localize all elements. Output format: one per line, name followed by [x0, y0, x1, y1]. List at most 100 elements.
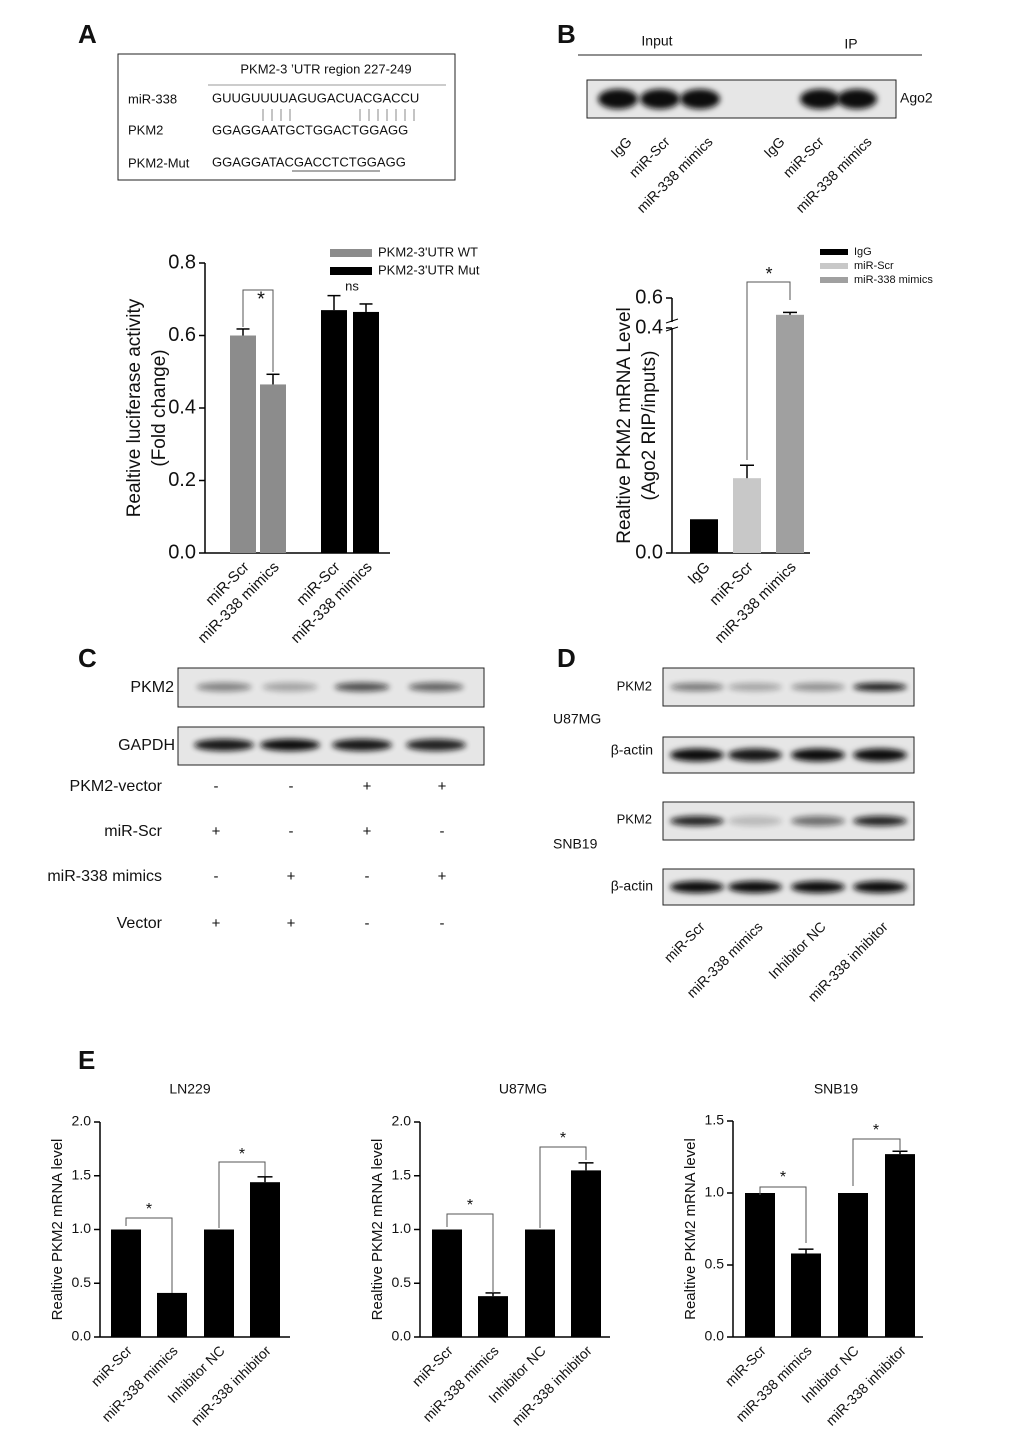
- band: [680, 89, 720, 109]
- lane-label: miR-338 mimics: [633, 133, 715, 215]
- band: [408, 682, 464, 692]
- y-tick-label: 0.6: [635, 286, 663, 308]
- significance-bracket: [218, 1161, 266, 1228]
- annotation: *: [560, 1130, 566, 1147]
- condition-sign: +: [287, 915, 296, 932]
- band: [332, 739, 392, 751]
- band: [196, 682, 252, 692]
- condition-sign: +: [363, 778, 372, 795]
- y-tick-label: 2.0: [392, 1113, 412, 1129]
- x-tick-label: miR-338 inhibitor: [509, 1342, 595, 1428]
- bar: [204, 1229, 234, 1337]
- legend-swatch: [820, 277, 848, 283]
- legend-label: PKM2-3'UTR Mut: [378, 262, 480, 277]
- condition-sign: -: [214, 868, 219, 885]
- annotation: ns: [345, 278, 359, 293]
- condition-sign: +: [212, 823, 221, 840]
- significance-bracket: [852, 1138, 901, 1186]
- condition-sign: -: [289, 778, 294, 795]
- lane-label: IgG: [607, 133, 634, 160]
- error-bar: [578, 1162, 594, 1171]
- band-label: PKM2: [617, 678, 652, 693]
- significance-bracket: [446, 1213, 494, 1293]
- seq-label: PKM2-Mut: [128, 155, 190, 170]
- x-tick-label: miR-Scr: [409, 1342, 456, 1389]
- band: [262, 682, 318, 692]
- condition-sign: +: [212, 915, 221, 932]
- legend-swatch: [820, 249, 848, 255]
- band: [728, 683, 782, 691]
- bar: [733, 478, 761, 553]
- cell-line: U87MG: [553, 711, 601, 727]
- bar: [571, 1170, 601, 1337]
- band: [791, 816, 845, 826]
- x-tick-label: miR-Scr: [722, 1342, 769, 1389]
- condition-sign: +: [363, 823, 372, 840]
- y-tick-label: 0.4: [635, 316, 663, 338]
- legend-label: miR-Scr: [854, 260, 894, 272]
- chart-title: LN229: [169, 1081, 210, 1097]
- band-label: β-actin: [611, 878, 653, 894]
- band-label: GAPDH: [118, 737, 175, 754]
- y-tick-label: 0.5: [705, 1256, 725, 1272]
- band: [728, 748, 782, 762]
- band-label: Ago2: [900, 90, 933, 106]
- y-axis-label: Realtive luciferase activity: [124, 298, 145, 517]
- significance-bracket: [242, 289, 274, 372]
- band: [406, 739, 466, 751]
- condition-sign: -: [440, 823, 445, 840]
- bar: [157, 1292, 187, 1337]
- band: [334, 682, 390, 692]
- sequence: GUUGUUUUAGUGACUACGACCU: [212, 90, 419, 105]
- y-tick-label: 1.0: [72, 1220, 92, 1236]
- significance-bracket: [759, 1186, 807, 1243]
- band: [670, 683, 724, 691]
- annotation: *: [765, 264, 772, 284]
- condition-label: PKM2-vector: [70, 778, 163, 795]
- band: [791, 881, 845, 893]
- condition-sign: -: [365, 868, 370, 885]
- band: [837, 89, 877, 109]
- seq-label: PKM2: [128, 122, 163, 137]
- panel-label: A: [78, 19, 97, 49]
- bar: [525, 1229, 555, 1337]
- bar: [776, 314, 804, 553]
- band: [670, 816, 724, 826]
- bar: [353, 311, 379, 553]
- error-bar: [783, 311, 797, 315]
- x-tick-label: miR-Scr: [88, 1342, 135, 1389]
- band-label: PKM2: [130, 679, 174, 696]
- error-bar: [485, 1292, 501, 1297]
- annotation: *: [780, 1169, 786, 1186]
- blot-header: IP: [844, 36, 857, 52]
- sequence-box: [117, 53, 456, 181]
- panel-label: B: [557, 19, 576, 49]
- y-tick-label: 0.0: [168, 541, 196, 563]
- x-tick-label: IgG: [685, 559, 714, 588]
- seq-label: miR-338: [128, 91, 177, 106]
- band: [853, 816, 907, 826]
- y-tick-label: 0.0: [635, 541, 663, 563]
- annotation: *: [873, 1122, 879, 1139]
- lane-label: IgG: [760, 133, 787, 160]
- y-axis-label: Realtive PKM2 mRNA level: [682, 1138, 699, 1320]
- x-tick-label: miR-338 inhibitor: [823, 1342, 909, 1428]
- y-axis-label: Realtive PKM2 mRNA level: [49, 1139, 66, 1321]
- y-tick-label: 0.0: [72, 1328, 92, 1344]
- error-bar: [327, 294, 341, 311]
- bar: [885, 1154, 915, 1337]
- error-bar: [740, 464, 754, 479]
- y-tick-label: 0.4: [168, 396, 196, 418]
- bar: [230, 335, 256, 553]
- x-tick-label: miR-338 mimics: [712, 559, 800, 647]
- x-tick-label: miR-338 inhibitor: [188, 1342, 274, 1428]
- band: [260, 739, 320, 751]
- band: [853, 748, 907, 762]
- annotation: *: [146, 1201, 152, 1218]
- blot-header: Input: [641, 33, 672, 49]
- bar: [432, 1229, 462, 1337]
- y-tick-label: 1.0: [392, 1220, 412, 1236]
- legend-swatch: [820, 263, 848, 269]
- lane-label: miR-Scr: [780, 133, 827, 180]
